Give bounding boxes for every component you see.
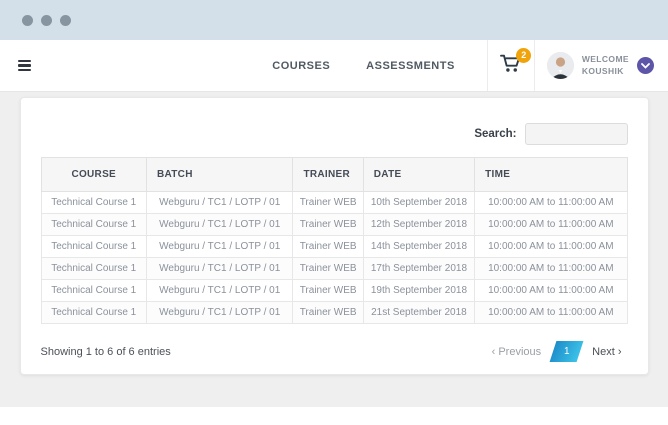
cell-trainer: Trainer WEB: [292, 301, 364, 324]
courses-table: COURSE BATCH TRAINER DATE TIME Technical…: [40, 157, 628, 324]
column-header-course[interactable]: COURSE: [40, 157, 147, 192]
cell-batch: Webguru / TC1 / LOTP / 01: [145, 235, 294, 258]
cell-time: 10:00:00 AM to 11:00:00 AM: [474, 191, 628, 214]
cell-course: Technical Course 1: [40, 257, 147, 280]
cell-date: 14th September 2018: [362, 235, 476, 258]
cell-trainer: Trainer WEB: [292, 279, 364, 302]
cell-course: Technical Course 1: [40, 235, 147, 258]
profile-dropdown-button[interactable]: [637, 57, 654, 74]
window-dot: [41, 14, 52, 26]
chevron-right-icon: ›: [617, 345, 622, 358]
header-spacer: [50, 40, 272, 91]
cell-batch: Webguru / TC1 / LOTP / 01: [145, 279, 294, 302]
cart-count-badge: 2: [516, 47, 532, 63]
chevron-down-icon: [641, 62, 650, 69]
cell-course: Technical Course 1: [40, 191, 147, 214]
main-nav: COURSES ASSESSMENTS: [272, 40, 455, 91]
page-1-button[interactable]: 1: [549, 341, 584, 362]
cell-batch: Webguru / TC1 / LOTP / 01: [145, 213, 294, 236]
cell-trainer: Trainer WEB: [292, 213, 364, 236]
profile-menu[interactable]: WELCOME KOUSHIK: [535, 40, 668, 91]
content-card: Search: COURSE BATCH TRAINER DATE TIME T…: [19, 97, 649, 375]
welcome-text: WELCOME KOUSHIK: [581, 54, 629, 76]
cell-trainer: Trainer WEB: [292, 235, 364, 258]
table-row: Technical Course 1 Webguru / TC1 / LOTP …: [40, 301, 628, 324]
table-row: Technical Course 1 Webguru / TC1 / LOTP …: [40, 257, 628, 280]
hamburger-menu-icon[interactable]: [0, 40, 50, 91]
table-row: Technical Course 1 Webguru / TC1 / LOTP …: [40, 213, 628, 236]
previous-page-button[interactable]: ‹ Previous: [491, 345, 542, 358]
window-dot: [60, 14, 71, 26]
cell-batch: Webguru / TC1 / LOTP / 01: [145, 301, 294, 324]
browser-chrome-bar: [0, 0, 668, 40]
cell-batch: Webguru / TC1 / LOTP / 01: [145, 257, 294, 280]
cell-time: 10:00:00 AM to 11:00:00 AM: [474, 235, 628, 258]
cart-button[interactable]: 2: [486, 40, 535, 91]
column-header-batch[interactable]: BATCH: [145, 157, 294, 192]
cell-time: 10:00:00 AM to 11:00:00 AM: [474, 257, 628, 280]
cell-date: 17th September 2018: [362, 257, 476, 280]
search-row: Search:: [41, 122, 628, 146]
entries-info: Showing 1 to 6 of 6 entries: [40, 345, 171, 358]
cell-date: 19th September 2018: [362, 279, 476, 302]
page-background: Search: COURSE BATCH TRAINER DATE TIME T…: [0, 92, 668, 407]
table-row: Technical Course 1 Webguru / TC1 / LOTP …: [40, 235, 628, 258]
search-label: Search:: [474, 128, 517, 140]
cell-date: 12th September 2018: [362, 213, 476, 236]
table-row: Technical Course 1 Webguru / TC1 / LOTP …: [40, 279, 628, 302]
cell-course: Technical Course 1: [40, 279, 147, 302]
nav-courses[interactable]: COURSES: [272, 59, 331, 72]
bottom-margin: [0, 407, 668, 425]
nav-assessments[interactable]: ASSESSMENTS: [366, 59, 455, 72]
app-header: COURSES ASSESSMENTS 2 WELCOME KOUSHIK: [0, 40, 668, 92]
column-header-trainer[interactable]: TRAINER: [292, 157, 364, 192]
column-header-date[interactable]: DATE: [362, 157, 476, 192]
table-footer: Showing 1 to 6 of 6 entries ‹ Previous 1…: [41, 341, 628, 362]
window-dot: [22, 14, 33, 26]
pagination: ‹ Previous 1 Next ›: [492, 341, 622, 362]
cell-date: 21st September 2018: [362, 301, 476, 324]
search-input[interactable]: [524, 123, 628, 145]
next-page-button[interactable]: Next ›: [592, 345, 622, 358]
chevron-left-icon: ‹: [491, 345, 496, 358]
cell-course: Technical Course 1: [40, 301, 147, 324]
cell-course: Technical Course 1: [40, 213, 147, 236]
cell-time: 10:00:00 AM to 11:00:00 AM: [474, 213, 628, 236]
column-header-time[interactable]: TIME: [474, 157, 628, 192]
cell-time: 10:00:00 AM to 11:00:00 AM: [474, 279, 628, 302]
table-row: Technical Course 1 Webguru / TC1 / LOTP …: [40, 191, 628, 214]
cell-batch: Webguru / TC1 / LOTP / 01: [145, 191, 294, 214]
cell-date: 10th September 2018: [362, 191, 476, 214]
avatar: [546, 52, 574, 79]
cell-trainer: Trainer WEB: [292, 257, 364, 280]
cell-trainer: Trainer WEB: [292, 191, 364, 214]
table-header-row: COURSE BATCH TRAINER DATE TIME: [40, 157, 628, 192]
cell-time: 10:00:00 AM to 11:00:00 AM: [474, 301, 628, 324]
